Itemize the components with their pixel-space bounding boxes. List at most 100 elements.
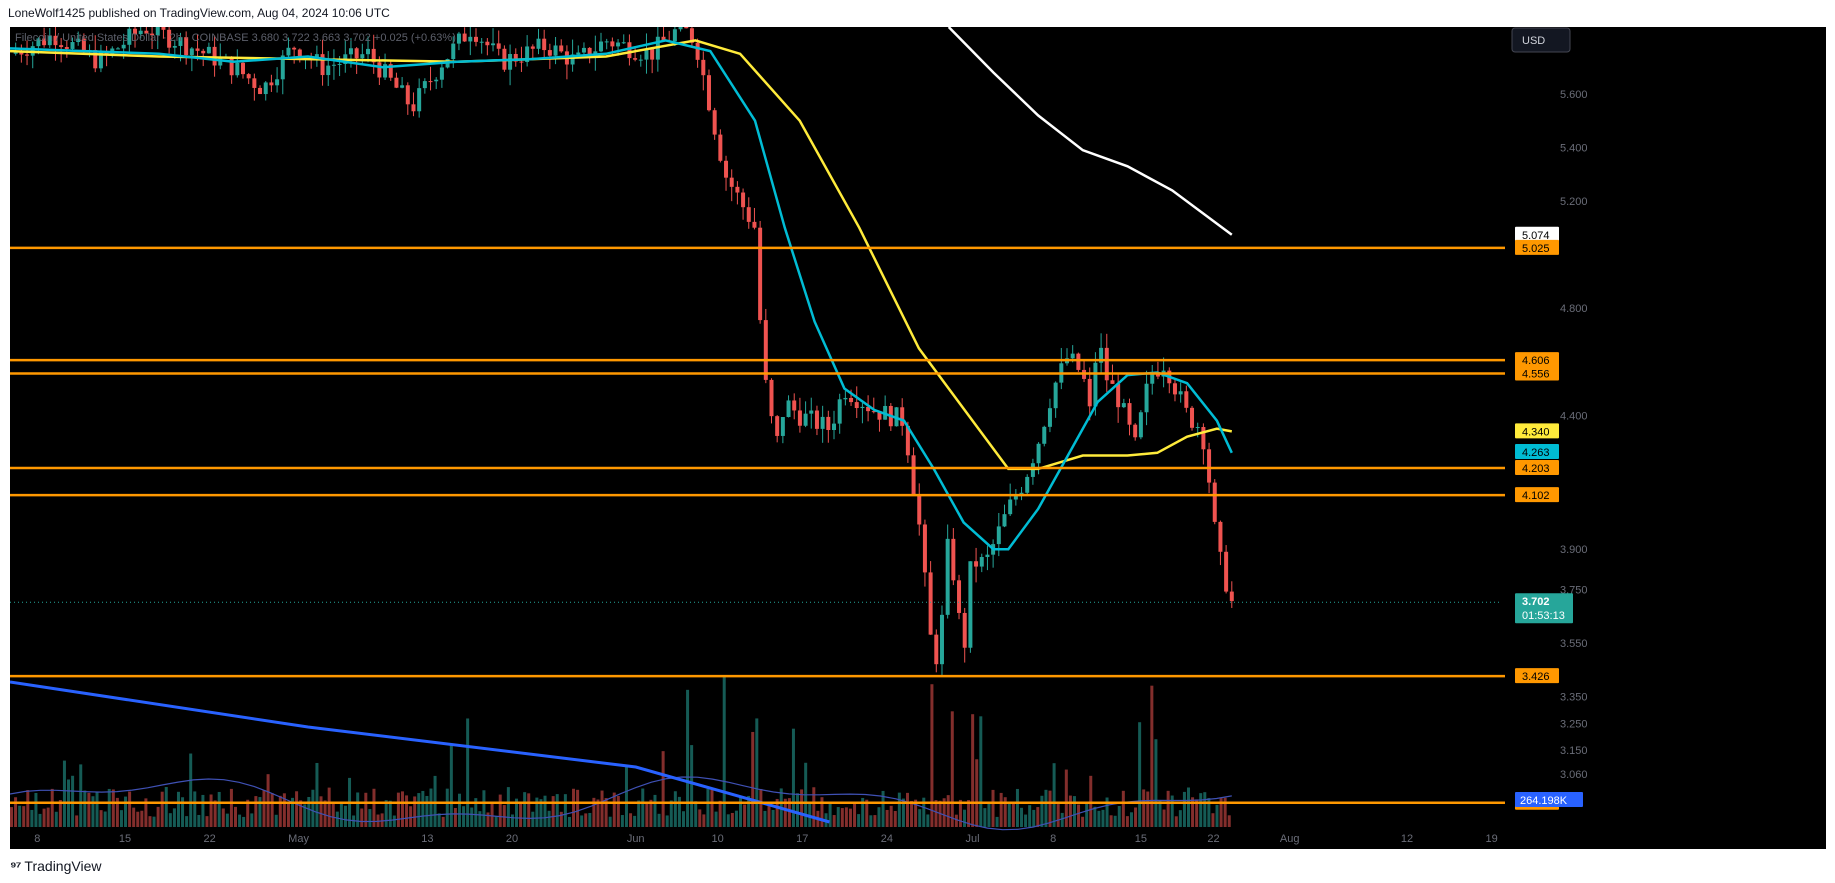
volume-bar — [278, 795, 282, 827]
volume-bar — [71, 775, 75, 827]
volume-bar — [364, 792, 368, 827]
volume-bar — [629, 813, 633, 827]
x-tick-label: 15 — [119, 833, 131, 845]
volume-bar — [624, 766, 628, 827]
volume-bar — [820, 797, 824, 827]
footer: ⁹⁷ TradingView — [10, 858, 101, 874]
volume-bar — [1158, 800, 1162, 827]
candle-body — [189, 48, 194, 56]
volume-bar — [677, 796, 681, 827]
volume-bar — [75, 815, 79, 827]
candle-body — [508, 54, 513, 70]
candle-body — [621, 42, 626, 44]
candle-body — [1042, 426, 1047, 444]
price-label-text: 5.025 — [1522, 243, 1550, 255]
candle-body — [331, 64, 336, 66]
candle-body — [434, 79, 439, 82]
volume-bar — [136, 811, 140, 827]
candle-body — [42, 38, 47, 46]
volume-bar — [1020, 807, 1024, 827]
candle-body — [144, 30, 149, 34]
volume-bar — [437, 813, 441, 827]
volume-bar — [164, 787, 168, 827]
candle-body — [979, 557, 984, 567]
volume-bar — [800, 789, 804, 827]
volume-bar — [1097, 810, 1101, 827]
volume-bar — [946, 795, 950, 827]
volume-bar — [62, 760, 66, 827]
chart-panel[interactable]: Filecoin / United States Dollar · 2h · C… — [10, 27, 1826, 849]
candle-body — [559, 45, 564, 52]
volume-bar — [1060, 812, 1064, 827]
volume-bar — [99, 810, 103, 827]
x-tick-label: 8 — [1050, 833, 1056, 845]
currency-button-label[interactable]: USD — [1522, 35, 1545, 47]
volume-bar — [335, 811, 339, 827]
volume-bar — [584, 813, 588, 827]
candle-body — [422, 81, 427, 89]
candle-body — [1002, 514, 1007, 527]
candle-body — [491, 43, 496, 46]
candle-body — [383, 64, 388, 78]
candle-body — [1184, 391, 1189, 408]
volume-bar — [914, 799, 918, 827]
candle-body — [1093, 362, 1098, 407]
volume-bar — [1150, 685, 1154, 827]
volume-bar — [853, 803, 857, 827]
volume-bar — [669, 800, 673, 827]
candlestick-chart[interactable]: Filecoin / United States Dollar · 2h · C… — [10, 27, 1826, 849]
candle-body — [496, 43, 501, 49]
candle-body — [1008, 499, 1013, 515]
volume-bar — [747, 795, 751, 827]
volume-bar — [592, 797, 596, 827]
candle-body — [240, 62, 245, 75]
volume-bar — [160, 791, 164, 827]
currency-button[interactable] — [1511, 27, 1571, 53]
x-tick-label: 19 — [1486, 833, 1498, 845]
candle-body — [939, 614, 944, 665]
candle-body — [706, 75, 711, 111]
symbol-info: Filecoin / United States Dollar · 2h · C… — [15, 32, 456, 44]
volume-bar — [653, 794, 657, 827]
price-tick-label: 4.400 — [1560, 410, 1588, 422]
volume-bar — [91, 796, 95, 827]
candle-body — [553, 45, 558, 56]
volume-bar — [551, 796, 555, 827]
volume-bar — [498, 794, 502, 827]
candle-body — [610, 41, 615, 47]
volume-bar — [922, 797, 926, 827]
candle-body — [297, 49, 302, 60]
candle-body — [763, 320, 768, 380]
candle-body — [1116, 383, 1121, 408]
candle-body — [922, 524, 927, 573]
candle-body — [576, 52, 581, 55]
candle-body — [542, 38, 547, 51]
candle-body — [1013, 496, 1018, 500]
volume-bar — [1215, 804, 1219, 827]
candle-body — [59, 45, 64, 48]
candle-body — [525, 46, 530, 63]
volume-bar — [1134, 807, 1138, 827]
volume-bar — [474, 798, 478, 827]
volume-bar — [954, 814, 958, 827]
volume-bar — [572, 788, 576, 827]
volume-bar — [254, 796, 258, 827]
volume-bar — [1028, 805, 1032, 827]
candle-body — [826, 416, 831, 431]
candle-body — [1047, 408, 1052, 427]
volume-bar — [1154, 739, 1158, 827]
footer-brand: TradingView — [24, 858, 102, 874]
volume-bar — [1044, 789, 1048, 827]
x-tick-label: 15 — [1135, 833, 1147, 845]
candle-body — [678, 27, 683, 30]
volume-bar — [787, 798, 791, 827]
candle-body — [36, 38, 41, 47]
candle-body — [735, 186, 740, 193]
candle-body — [1138, 412, 1143, 438]
volume-bar — [22, 806, 26, 827]
candle-body — [76, 38, 81, 43]
volume-bar — [751, 731, 755, 827]
candle-body — [877, 411, 882, 420]
candle-body — [388, 64, 393, 78]
candle-body — [258, 87, 263, 95]
